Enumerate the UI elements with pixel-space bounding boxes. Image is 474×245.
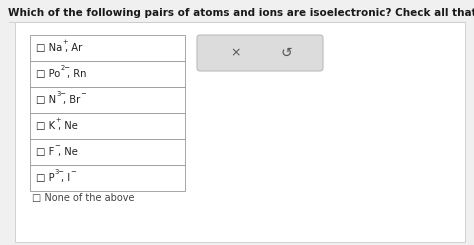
- Text: ×: ×: [231, 47, 241, 60]
- Text: , Ne: , Ne: [58, 121, 78, 131]
- Text: □ None of the above: □ None of the above: [32, 193, 135, 203]
- Text: , Rn: , Rn: [67, 69, 86, 79]
- Text: −: −: [70, 169, 76, 175]
- Bar: [30, 113, 185, 139]
- Text: , Ne: , Ne: [58, 147, 77, 157]
- Text: +: +: [55, 117, 61, 123]
- Text: , Br: , Br: [63, 95, 80, 105]
- Text: , I: , I: [61, 173, 70, 183]
- Text: 3−: 3−: [55, 169, 64, 175]
- Text: □ P: □ P: [36, 173, 55, 183]
- Bar: [30, 139, 185, 165]
- Bar: [30, 165, 185, 191]
- Text: □ K: □ K: [36, 121, 55, 131]
- Text: 2−: 2−: [60, 65, 70, 71]
- Text: Which of the following pairs of atoms and ions are isoelectronic? Check all that: Which of the following pairs of atoms an…: [8, 8, 474, 18]
- FancyBboxPatch shape: [15, 22, 465, 242]
- Text: −: −: [55, 143, 60, 149]
- Text: ↺: ↺: [281, 46, 292, 60]
- Text: 3−: 3−: [56, 91, 66, 97]
- Text: −: −: [80, 91, 85, 97]
- Text: , Ar: , Ar: [65, 43, 83, 53]
- Text: □ Po: □ Po: [36, 69, 60, 79]
- FancyBboxPatch shape: [197, 35, 323, 71]
- Text: □ F: □ F: [36, 147, 55, 157]
- Text: □ N: □ N: [36, 95, 56, 105]
- Bar: [30, 61, 185, 87]
- Text: □ Na: □ Na: [36, 43, 62, 53]
- Bar: [30, 87, 185, 113]
- Bar: [30, 35, 185, 61]
- Text: +: +: [62, 39, 68, 45]
